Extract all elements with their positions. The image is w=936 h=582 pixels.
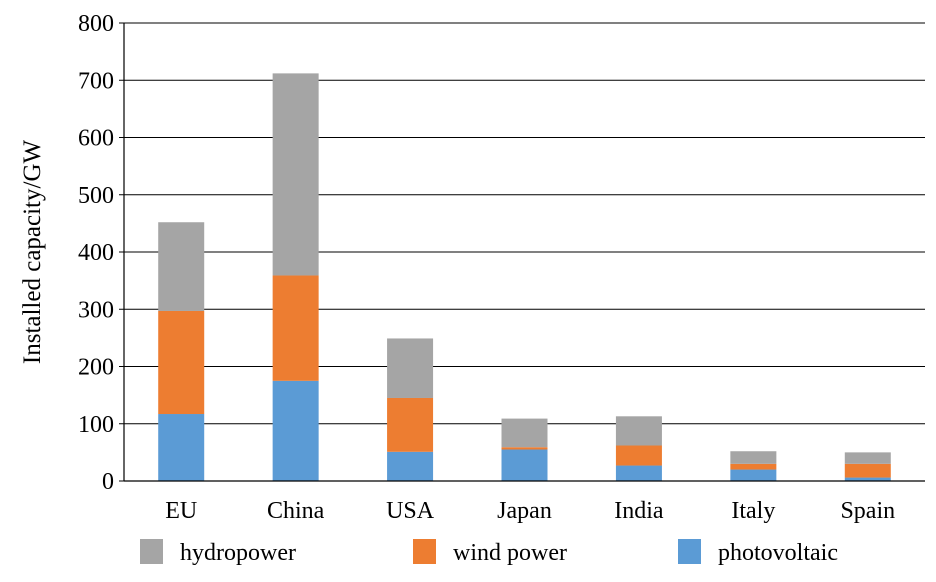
legend: hydropower wind power photovoltaic	[140, 539, 838, 566]
bar-segment	[730, 451, 777, 464]
bar-segment	[158, 222, 205, 311]
y-tick-label: 700	[78, 68, 114, 94]
y-axis-title: Installed capacity/GW	[19, 139, 46, 364]
x-category-labels: EU China USA Japan India Italy Spain	[165, 498, 895, 524]
bar-segment	[844, 463, 891, 478]
x-category-label: EU	[165, 498, 197, 524]
x-category-label: USA	[386, 498, 435, 524]
x-category-label: India	[614, 498, 664, 524]
x-category-label: Japan	[497, 498, 552, 524]
bar-segment	[730, 463, 777, 470]
bar-segment	[387, 397, 434, 452]
bar-segment	[158, 414, 205, 481]
y-tick-label: 400	[78, 240, 114, 266]
x-category-label: Spain	[840, 498, 895, 524]
bar-segment	[387, 338, 434, 398]
bar-segment	[615, 445, 662, 466]
bar-segment	[272, 380, 319, 481]
bar-segment	[501, 449, 548, 481]
legend-label: photovoltaic	[718, 540, 838, 566]
bar-segment	[730, 469, 777, 481]
bar-segment	[615, 465, 662, 481]
bar-segment	[501, 447, 548, 450]
y-tick-label: 100	[78, 412, 114, 438]
y-tick-label: 300	[78, 297, 114, 323]
y-tick-label: 500	[78, 183, 114, 209]
gridlines	[119, 22, 925, 482]
bar-segment	[844, 452, 891, 464]
legend-label: wind power	[453, 540, 567, 566]
bar-segment	[615, 416, 662, 446]
y-tick-labels: 0 100 200 300 400 500 600 700 800	[78, 11, 114, 495]
bar-segment	[158, 310, 205, 415]
y-tick-label: 200	[78, 355, 114, 381]
axes	[123, 23, 925, 482]
bar-segment	[272, 73, 319, 276]
bar-segment	[272, 275, 319, 381]
x-category-label: China	[267, 498, 325, 524]
legend-label: hydropower	[180, 540, 296, 566]
y-tick-label: 0	[102, 469, 114, 495]
bar-segment	[844, 477, 891, 481]
legend-swatch	[413, 539, 436, 564]
y-tick-label: 600	[78, 126, 114, 152]
legend-swatch	[678, 539, 701, 564]
x-category-label: Italy	[731, 498, 775, 524]
bar-segment	[387, 451, 434, 481]
y-tick-label: 800	[78, 11, 114, 37]
legend-swatch	[140, 539, 163, 564]
bar-segment	[501, 418, 548, 448]
bars	[158, 73, 891, 481]
